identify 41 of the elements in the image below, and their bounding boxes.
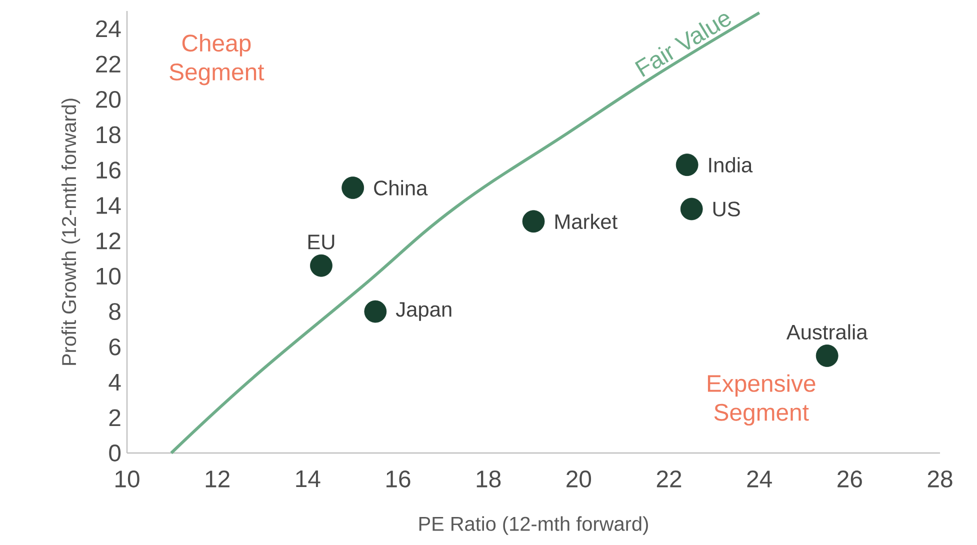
y-tick-label: 10 xyxy=(96,268,121,285)
point xyxy=(680,198,703,220)
x-tick-label: 20 xyxy=(566,470,592,488)
y-tick-label: 24 xyxy=(96,20,121,38)
annotation: Expensive Segment xyxy=(708,374,816,426)
x-tick-label: 24 xyxy=(747,470,772,488)
annotation: Australia xyxy=(786,324,868,340)
point xyxy=(676,154,698,176)
y-tick-label: 22 xyxy=(96,56,120,72)
annotation: Japan xyxy=(396,302,452,321)
y-tick-label: 2 xyxy=(109,409,120,426)
x-axis-title: PE Ratio (12-mth forward) xyxy=(419,516,648,535)
annotation: China xyxy=(374,180,428,196)
x-tick-label: 14 xyxy=(296,470,320,487)
y-tick-label: 20 xyxy=(96,90,121,108)
y-tick-label: 12 xyxy=(96,232,120,250)
x-tick-label: 16 xyxy=(386,470,410,488)
annotation: US xyxy=(713,202,740,216)
point xyxy=(522,210,545,233)
y-axis-title: Profit Growth (12-mth forward) xyxy=(61,98,80,365)
x-tick-label: 22 xyxy=(656,470,682,488)
x-tick-label: 18 xyxy=(476,470,501,488)
x-tick-label: 12 xyxy=(206,470,230,488)
x-tick-label: 28 xyxy=(928,470,952,488)
x-tick-label: 26 xyxy=(838,470,862,488)
point xyxy=(364,300,387,323)
y-tick-label: 14 xyxy=(96,197,121,214)
y-tick-label: 6 xyxy=(109,338,120,356)
text: Fair Value xyxy=(634,14,731,77)
point xyxy=(310,254,332,277)
y-tick-label: 18 xyxy=(96,126,120,144)
y-tick-label: 8 xyxy=(109,303,120,320)
annotation: Cheap Segment xyxy=(170,34,264,86)
annotation: India xyxy=(709,157,753,172)
y-tick-label: 4 xyxy=(108,374,121,391)
annotation: EU xyxy=(308,234,334,250)
point xyxy=(816,344,838,367)
y-tick-label: 16 xyxy=(96,162,120,179)
y-tick-label: 0 xyxy=(109,444,121,462)
point xyxy=(342,176,364,199)
annotation: Market xyxy=(555,214,618,230)
